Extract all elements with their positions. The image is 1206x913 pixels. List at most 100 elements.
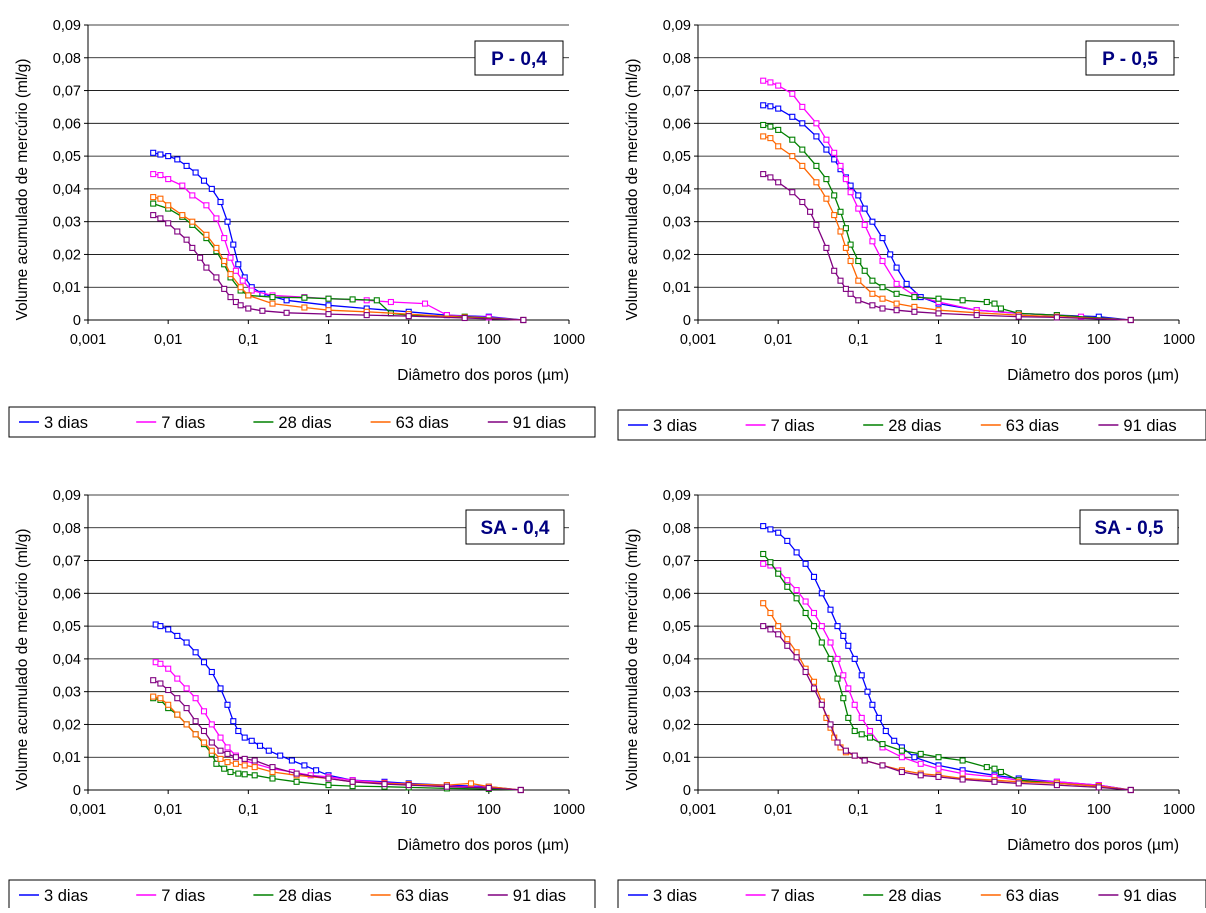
data-point — [221, 235, 228, 242]
data-point — [861, 221, 868, 228]
data-point — [823, 195, 830, 202]
data-point — [810, 685, 818, 692]
series-line-4 — [153, 196, 524, 321]
data-point — [793, 649, 800, 656]
y-tick-label: 0,07 — [53, 554, 81, 570]
data-point — [911, 754, 918, 761]
data-point — [827, 721, 834, 728]
data-point — [959, 297, 966, 304]
data-point — [775, 570, 782, 577]
data-point — [810, 573, 818, 580]
data-point — [864, 688, 871, 695]
data-point — [232, 760, 239, 767]
data-point — [227, 254, 234, 261]
data-point — [851, 701, 858, 708]
data-point — [269, 764, 276, 771]
legend-label: 7 dias — [161, 414, 205, 432]
x-tick-label: 10 — [1011, 332, 1027, 348]
data-point — [827, 606, 834, 613]
data-point — [269, 300, 276, 307]
data-point — [784, 577, 791, 584]
data-point — [903, 280, 910, 287]
data-point — [827, 639, 834, 646]
title-box — [1085, 40, 1175, 76]
data-point — [879, 295, 886, 302]
data-point — [855, 205, 862, 212]
data-point — [767, 526, 774, 533]
data-point — [269, 768, 276, 776]
data-point — [189, 218, 196, 225]
data-point — [784, 583, 791, 590]
y-tick-label: 0,07 — [663, 84, 691, 100]
data-point — [789, 113, 796, 120]
data-point — [799, 162, 806, 169]
data-point — [363, 312, 370, 319]
data-point — [831, 149, 838, 156]
data-point — [325, 295, 332, 302]
data-point — [855, 277, 862, 284]
data-point — [898, 754, 905, 761]
data-point — [793, 595, 800, 602]
series-line-3 — [762, 553, 1131, 791]
data-point — [842, 225, 849, 232]
data-point — [784, 537, 791, 544]
data-point — [760, 623, 767, 630]
data-point — [387, 298, 394, 306]
data-point — [869, 290, 876, 297]
data-point — [217, 198, 224, 206]
x-tick-label: 0,01 — [154, 802, 182, 818]
data-point — [959, 770, 966, 777]
data-point — [760, 133, 767, 140]
data-point — [789, 189, 796, 196]
data-point — [165, 626, 172, 633]
data-point — [789, 90, 796, 97]
data-point — [879, 305, 886, 312]
data-point — [259, 307, 266, 314]
legend-label: 91 dias — [1123, 887, 1176, 905]
data-point — [165, 202, 172, 209]
data-point — [235, 770, 242, 777]
data-point — [775, 82, 782, 89]
data-point — [227, 294, 234, 301]
legend-label: 63 dias — [396, 887, 449, 905]
data-point — [823, 176, 830, 183]
data-point — [793, 587, 800, 594]
data-point — [217, 755, 224, 762]
data-point — [775, 143, 782, 150]
y-tick-label: 0,08 — [663, 521, 691, 537]
y-tick-label: 0 — [683, 313, 691, 329]
x-tick-label: 0,001 — [680, 332, 716, 348]
data-point — [887, 251, 894, 258]
data-point — [789, 153, 796, 160]
data-point — [235, 261, 242, 268]
data-point — [793, 654, 800, 661]
data-point — [213, 760, 220, 767]
data-point — [866, 734, 874, 741]
data-point — [837, 208, 844, 215]
data-point — [241, 734, 248, 741]
data-point — [861, 267, 868, 274]
data-point — [381, 781, 388, 788]
data-point — [991, 765, 998, 772]
y-tick-label: 0,05 — [663, 149, 691, 165]
y-tick-label: 0,08 — [53, 521, 81, 537]
series-line-4 — [153, 695, 521, 791]
data-point — [775, 529, 782, 536]
data-point — [200, 177, 208, 184]
data-point — [891, 737, 898, 744]
data-point — [760, 600, 767, 607]
y-tick-label: 0,07 — [53, 84, 81, 100]
data-point — [325, 302, 332, 309]
y-tick-label: 0,06 — [663, 116, 691, 132]
data-point — [775, 631, 782, 638]
data-point — [898, 747, 905, 754]
data-point — [165, 701, 172, 708]
data-point — [183, 162, 190, 169]
data-point — [157, 695, 164, 702]
y-tick-label: 0,02 — [663, 717, 691, 733]
y-tick-label: 0,09 — [53, 18, 81, 34]
data-point — [293, 778, 300, 785]
legend-label: 63 dias — [1006, 887, 1059, 905]
data-point — [851, 655, 858, 662]
